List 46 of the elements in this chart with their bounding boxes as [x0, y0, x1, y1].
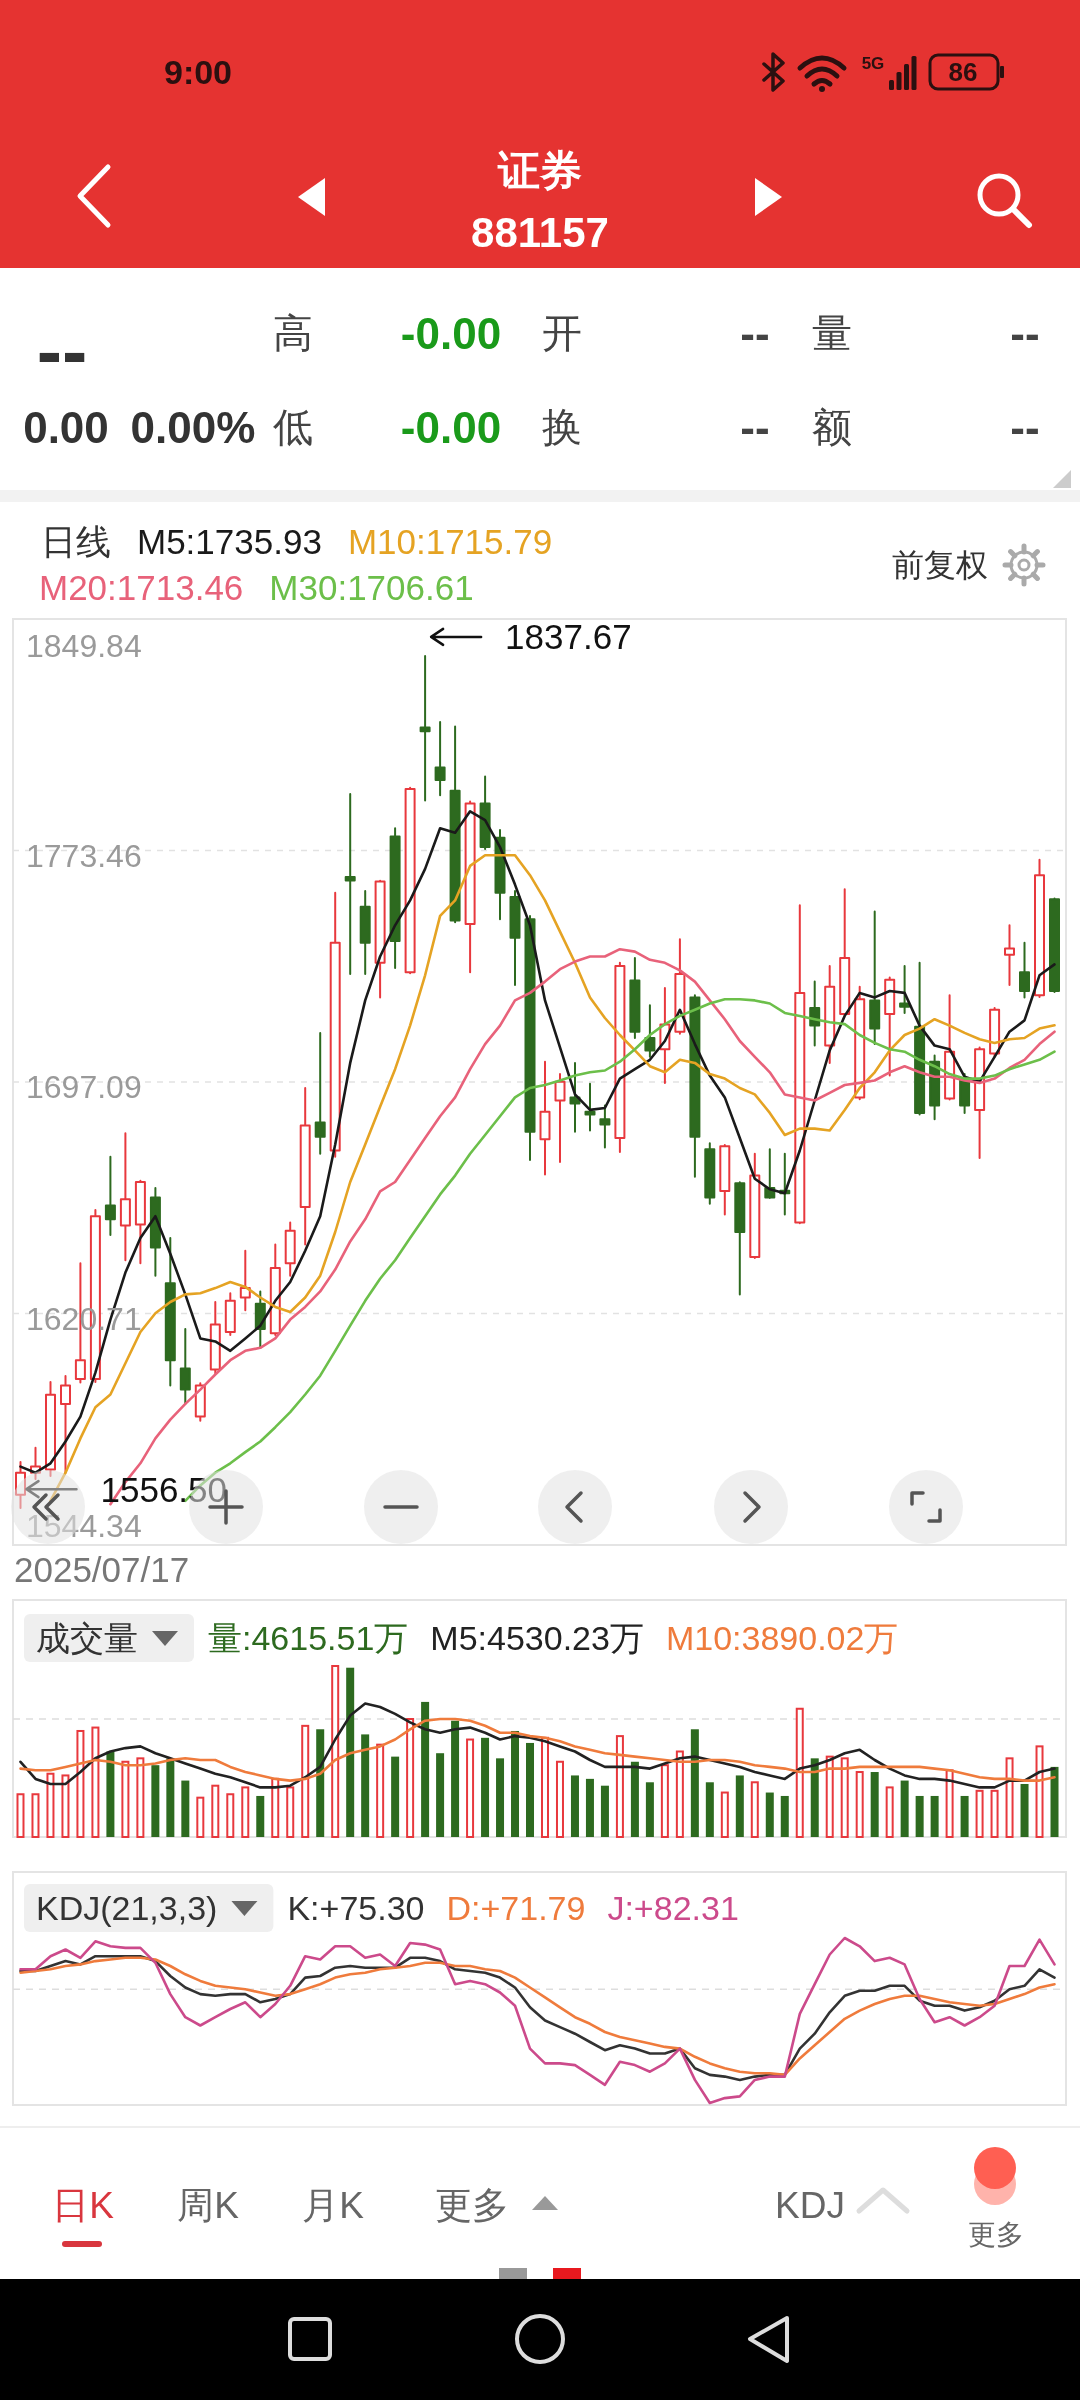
- annotation: --: [1010, 308, 1040, 358]
- title: KDJ(21,3,3): [36, 1889, 218, 1927]
- annotation: 前复权: [892, 547, 988, 583]
- title: 日线: [41, 521, 111, 561]
- annotation: 86: [948, 57, 978, 87]
- annotation: 开: [542, 311, 582, 355]
- annotation: 量: [812, 311, 852, 355]
- legend-label: D:+71.79: [446, 1889, 586, 1927]
- legend-label: K:+75.30: [287, 1889, 425, 1927]
- annotation: 9:00: [163, 53, 233, 91]
- tab-label: 更多: [968, 2218, 1024, 2250]
- subtitle: 881157: [471, 208, 609, 256]
- y-tick-label: 1544.34: [26, 1508, 142, 1544]
- annotation: -0.00: [400, 402, 502, 452]
- legend-label: M20:1713.46: [39, 567, 244, 607]
- annotation: --: [740, 402, 770, 452]
- annotation: 0.00: [23, 402, 109, 452]
- y-tick-label: 1773.46: [26, 837, 142, 874]
- legend-label: M5:1735.93: [137, 521, 322, 561]
- legend-label: J:+82.31: [607, 1889, 739, 1927]
- annotation: 1837.67: [505, 617, 632, 657]
- legend-label: M10:1715.79: [347, 521, 553, 561]
- annotation: 高: [273, 311, 313, 355]
- tab-label: 月K: [302, 2184, 364, 2226]
- tab-label: 日K: [52, 2184, 114, 2226]
- annotation: 0.00%: [130, 402, 256, 452]
- y-tick-label: 1697.09: [26, 1069, 142, 1105]
- legend-label: M30:1706.61: [269, 567, 474, 607]
- y-tick-label: 1849.84: [26, 628, 142, 664]
- annotation: 额: [812, 405, 852, 449]
- tab-label: 更多: [435, 2184, 509, 2226]
- annotation: --: [1010, 402, 1040, 452]
- annotation: 低: [273, 405, 313, 449]
- tab-label: 周K: [177, 2184, 239, 2226]
- annotation: 换: [542, 405, 582, 449]
- legend-label: M10:3890.02万: [665, 1619, 899, 1657]
- annotation: --: [36, 307, 88, 393]
- legend-label: 量:4615.51万: [208, 1619, 409, 1657]
- annotation: -0.00: [400, 308, 502, 358]
- title: 成交量: [36, 1619, 138, 1657]
- annotation: --: [740, 308, 770, 358]
- title: 证券: [498, 146, 582, 194]
- annotation: 5G: [861, 53, 885, 73]
- annotation: 2025/07/17: [14, 1549, 190, 1589]
- tab-label: KDJ: [775, 2184, 845, 2226]
- legend-label: M5:4530.23万: [430, 1619, 644, 1657]
